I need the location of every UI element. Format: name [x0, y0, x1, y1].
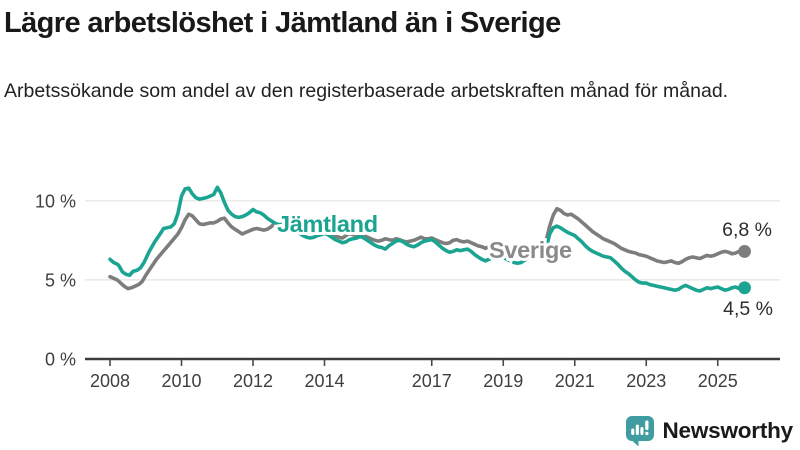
y-tick-label: 10 % — [35, 191, 76, 211]
x-tick-label: 2008 — [90, 371, 130, 391]
y-tick-label: 0 % — [45, 350, 76, 370]
x-tick-label: 2017 — [412, 371, 452, 391]
y-tick-label: 5 % — [45, 270, 76, 290]
brand-footer[interactable]: Newsworthy — [625, 415, 793, 447]
chart-subtitle: Arbetssökande som andel av den registerb… — [4, 80, 729, 102]
x-tick-label: 2021 — [555, 371, 595, 391]
series-end-dot-sverige — [738, 245, 751, 258]
x-tick-label: 2025 — [698, 371, 738, 391]
newsworthy-logo-icon — [626, 416, 655, 447]
x-tick-label: 2010 — [161, 371, 201, 391]
logo-bar-1 — [631, 428, 635, 435]
logo-bar-2 — [636, 424, 640, 435]
line-chart: 0 % 5 % 10 % 2008 2010 2012 2014 2017 2019 2021 20… — [35, 185, 780, 391]
logo-exclamation-bar — [645, 420, 649, 430]
end-value-label: 6,8 % — [722, 219, 772, 241]
series-line-sverige — [108, 206, 747, 291]
x-tick-label: 2023 — [626, 371, 666, 391]
x-tick-label: 2019 — [483, 371, 523, 391]
page-title: Lägre arbetslöshet i Jämtland än i Sveri… — [4, 7, 561, 39]
chart-header: Lägre arbetslöshet i Jämtland än i Sveri… — [4, 0, 792, 104]
logo-exclamation-dot — [645, 431, 649, 436]
brand-wordmark: Newsworthy — [662, 418, 793, 443]
end-value-label: 4,5 % — [723, 298, 773, 320]
speech-bubble-shape — [626, 416, 655, 447]
series-line-jämtland — [108, 185, 747, 293]
logo-bar-3 — [640, 427, 644, 435]
series-end-dot-jämtland — [738, 281, 751, 295]
series-label-sverige: Sverige — [489, 237, 572, 263]
x-tick-label: 2014 — [304, 371, 344, 391]
x-tick-label: 2012 — [233, 371, 273, 391]
series-label-jämtland: Jämtland — [277, 211, 378, 237]
